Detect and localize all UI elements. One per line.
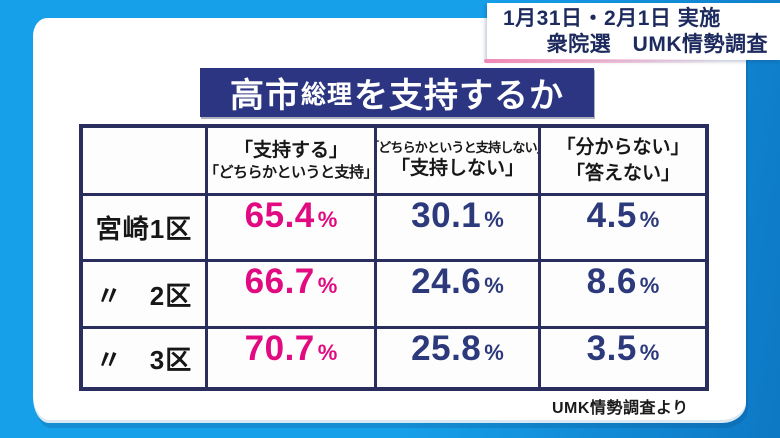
- header-oppose-line1: 「どちらかというと支持しない」: [377, 139, 538, 155]
- percent-sign: %: [317, 340, 338, 365]
- value-number: 30.1: [411, 196, 482, 235]
- percent-sign: %: [639, 207, 660, 232]
- header-district: [83, 128, 205, 193]
- title-part3: を支持するか: [354, 77, 564, 115]
- percent-sign: %: [484, 340, 504, 365]
- value-oppose-2: 24.6%: [377, 262, 538, 326]
- row-district-miyazaki1: 宮崎1区: [83, 196, 205, 259]
- value-oppose-3: 25.8%: [377, 329, 538, 387]
- value-unknown-2: 8.6%: [541, 262, 705, 326]
- row-district-miyazaki2: 〃 2区: [83, 262, 205, 326]
- value-number: 24.6: [411, 262, 482, 301]
- header-support: 「支持する」 「どちらかというと支持」: [208, 128, 374, 193]
- value-unknown-1: 4.5%: [541, 196, 705, 259]
- value-support-3: 70.7%: [208, 329, 374, 387]
- percent-sign: %: [317, 273, 338, 298]
- header-support-line2: 「どちらかというと支持」: [208, 164, 374, 182]
- percent-sign: %: [639, 273, 660, 298]
- value-number: 66.7: [244, 262, 315, 301]
- value-support-2: 66.7%: [208, 262, 374, 326]
- title-part2-small: 総理: [300, 80, 353, 109]
- value-unknown-3: 3.5%: [541, 329, 705, 387]
- percent-sign: %: [639, 340, 660, 365]
- header-oppose-line2: 「支持しない」: [390, 158, 524, 180]
- survey-name: 衆院選 UMK情勢調査: [546, 32, 768, 56]
- value-support-1: 65.4%: [208, 196, 374, 259]
- value-number: 25.8: [411, 329, 482, 368]
- percent-sign: %: [484, 273, 504, 298]
- source-credit: UMK情勢調査より: [552, 400, 689, 417]
- title-part1: 高市: [229, 77, 300, 115]
- survey-info-box: 1月31日・2月1日 実施 衆院選 UMK情勢調査: [487, 3, 780, 60]
- header-unknown-line2: 「答えない」: [565, 162, 680, 184]
- percent-sign: %: [317, 207, 338, 232]
- poll-results-table: 「支持する」 「どちらかというと支持」 「どちらかというと支持しない」 「支持し…: [79, 124, 709, 391]
- page-title: 高市 総理 を支持するか: [200, 68, 594, 117]
- header-unknown-line1: 「分からない」: [556, 136, 690, 158]
- value-number: 3.5: [586, 329, 637, 368]
- header-oppose: 「どちらかというと支持しない」 「支持しない」: [377, 128, 538, 193]
- value-number: 65.4: [244, 196, 315, 235]
- info-box-accent: [484, 59, 724, 63]
- percent-sign: %: [484, 207, 504, 232]
- value-oppose-1: 30.1%: [377, 196, 538, 259]
- header-unknown: 「分からない」 「答えない」: [541, 128, 705, 193]
- value-number: 8.6: [586, 262, 637, 301]
- value-number: 70.7: [244, 329, 315, 368]
- row-district-miyazaki3: 〃 3区: [83, 329, 205, 387]
- value-number: 4.5: [586, 196, 637, 235]
- header-support-line1: 「支持する」: [233, 139, 348, 161]
- survey-dates: 1月31日・2月1日 実施: [503, 6, 721, 30]
